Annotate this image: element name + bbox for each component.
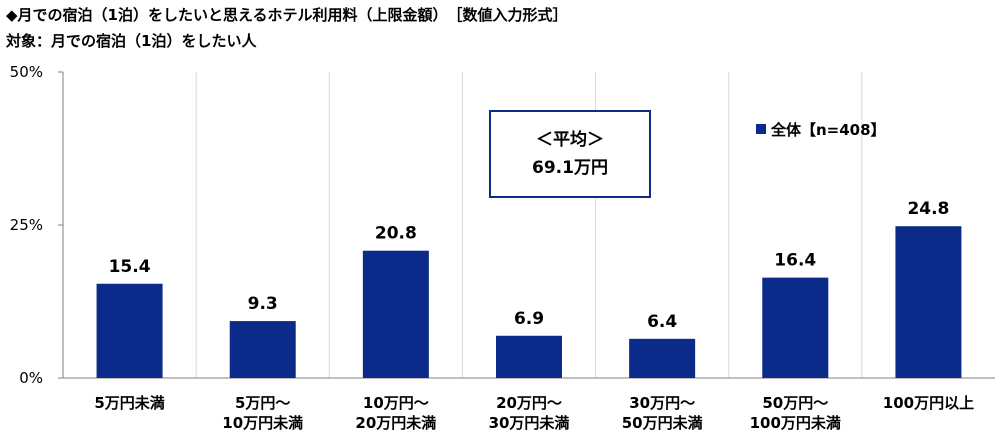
y-tick-label: 25% [10, 216, 43, 234]
category-label: 5万円～ [235, 394, 290, 412]
category-label: 50万円～ [762, 394, 828, 412]
bar [96, 283, 163, 378]
value-label: 20.8 [375, 224, 417, 244]
chart-title: ◆月での宿泊（1泊）をしたいと思えるホテル利用料（上限金額） ［数値入力形式］ [6, 6, 568, 24]
category-label: 100万円未満 [750, 414, 841, 432]
value-label: 6.4 [647, 312, 677, 332]
value-label: 15.4 [109, 257, 151, 277]
category-label: 10万円～ [363, 394, 429, 412]
value-label: 16.4 [774, 251, 816, 271]
category-label: 100万円以上 [883, 394, 974, 412]
bar [895, 226, 962, 378]
chart-subtitle: 対象：月での宿泊（1泊）をしたい人 [6, 32, 257, 50]
category-label: 50万円未満 [622, 414, 703, 432]
category-label: 20万円～ [496, 394, 562, 412]
bar [229, 321, 296, 378]
bar [362, 250, 429, 378]
category-label: 10万円未満 [222, 414, 303, 432]
category-label: 5万円未満 [94, 394, 164, 412]
category-label: 30万円～ [629, 394, 695, 412]
legend-swatch [756, 124, 766, 134]
category-label: 20万円未満 [355, 414, 436, 432]
average-value: 69.1万円 [532, 158, 608, 178]
bar [496, 335, 562, 378]
value-label: 6.9 [514, 309, 544, 329]
y-tick-label: 50% [10, 63, 43, 81]
legend: 全体【n=408】 [756, 119, 886, 140]
legend-label: 全体【n=408】 [771, 121, 886, 139]
bar [762, 277, 829, 378]
value-label: 24.8 [907, 199, 949, 219]
value-label: 9.3 [248, 294, 278, 314]
category-label: 30万円未満 [489, 414, 570, 432]
y-tick-label: 0% [19, 369, 43, 387]
bar [629, 338, 696, 378]
average-box: ＜平均＞ 69.1万円 [489, 110, 651, 198]
average-label: ＜平均＞ [536, 130, 604, 150]
